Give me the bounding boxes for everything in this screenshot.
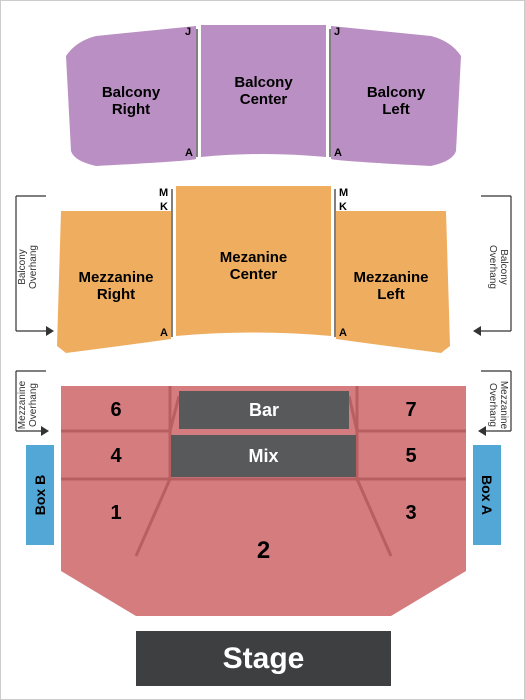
floor-2[interactable]: 2 [171, 511, 356, 591]
box-b[interactable]: Box B [26, 445, 54, 545]
mix-section[interactable]: Mix [171, 435, 356, 477]
balcony-row-j-right: J [334, 26, 340, 38]
balcony-left[interactable]: Balcony Left [331, 61, 461, 141]
box-a[interactable]: Box A [473, 445, 501, 545]
seating-chart: Balcony Right Balcony Center Balcony Lef… [0, 0, 525, 700]
mezz-center[interactable]: Mezanine Center [176, 231, 331, 301]
balcony-overhang-label-left: Balcony Overhang [17, 232, 39, 302]
stage: Stage [136, 631, 391, 686]
floor-5[interactable]: 5 [366, 435, 456, 477]
floor-6[interactable]: 6 [71, 391, 161, 429]
mezz-row-a-right: A [339, 327, 347, 339]
balcony-row-j-left: J [185, 26, 191, 38]
balcony-center[interactable]: Balcony Center [201, 51, 326, 131]
mezz-row-m-left: M [159, 187, 168, 199]
mezz-overhang-label-left: Mezzanine Overhang [17, 370, 39, 440]
mezz-row-k-right: K [339, 201, 347, 213]
mezz-right[interactable]: Mezzanine Right [61, 251, 171, 321]
floor-7[interactable]: 7 [366, 391, 456, 429]
mezz-row-k-left: K [160, 201, 168, 213]
floor-1[interactable]: 1 [71, 483, 161, 543]
balcony-overhang-label-right: Balcony Overhang [487, 232, 509, 302]
box-a-label: Box A [479, 475, 495, 515]
mezz-row-m-right: M [339, 187, 348, 199]
mezz-row-a-left: A [160, 327, 168, 339]
floor-4[interactable]: 4 [71, 435, 161, 477]
balcony-row-a-right: A [334, 147, 342, 159]
box-b-label: Box B [32, 475, 48, 515]
bar-section[interactable]: Bar [179, 391, 349, 429]
balcony-row-a-left: A [185, 147, 193, 159]
floor-3[interactable]: 3 [366, 483, 456, 543]
mezz-left[interactable]: Mezzanine Left [336, 251, 446, 321]
mezz-overhang-label-right: Mezzanine Overhang [487, 370, 509, 440]
balcony-right[interactable]: Balcony Right [66, 61, 196, 141]
